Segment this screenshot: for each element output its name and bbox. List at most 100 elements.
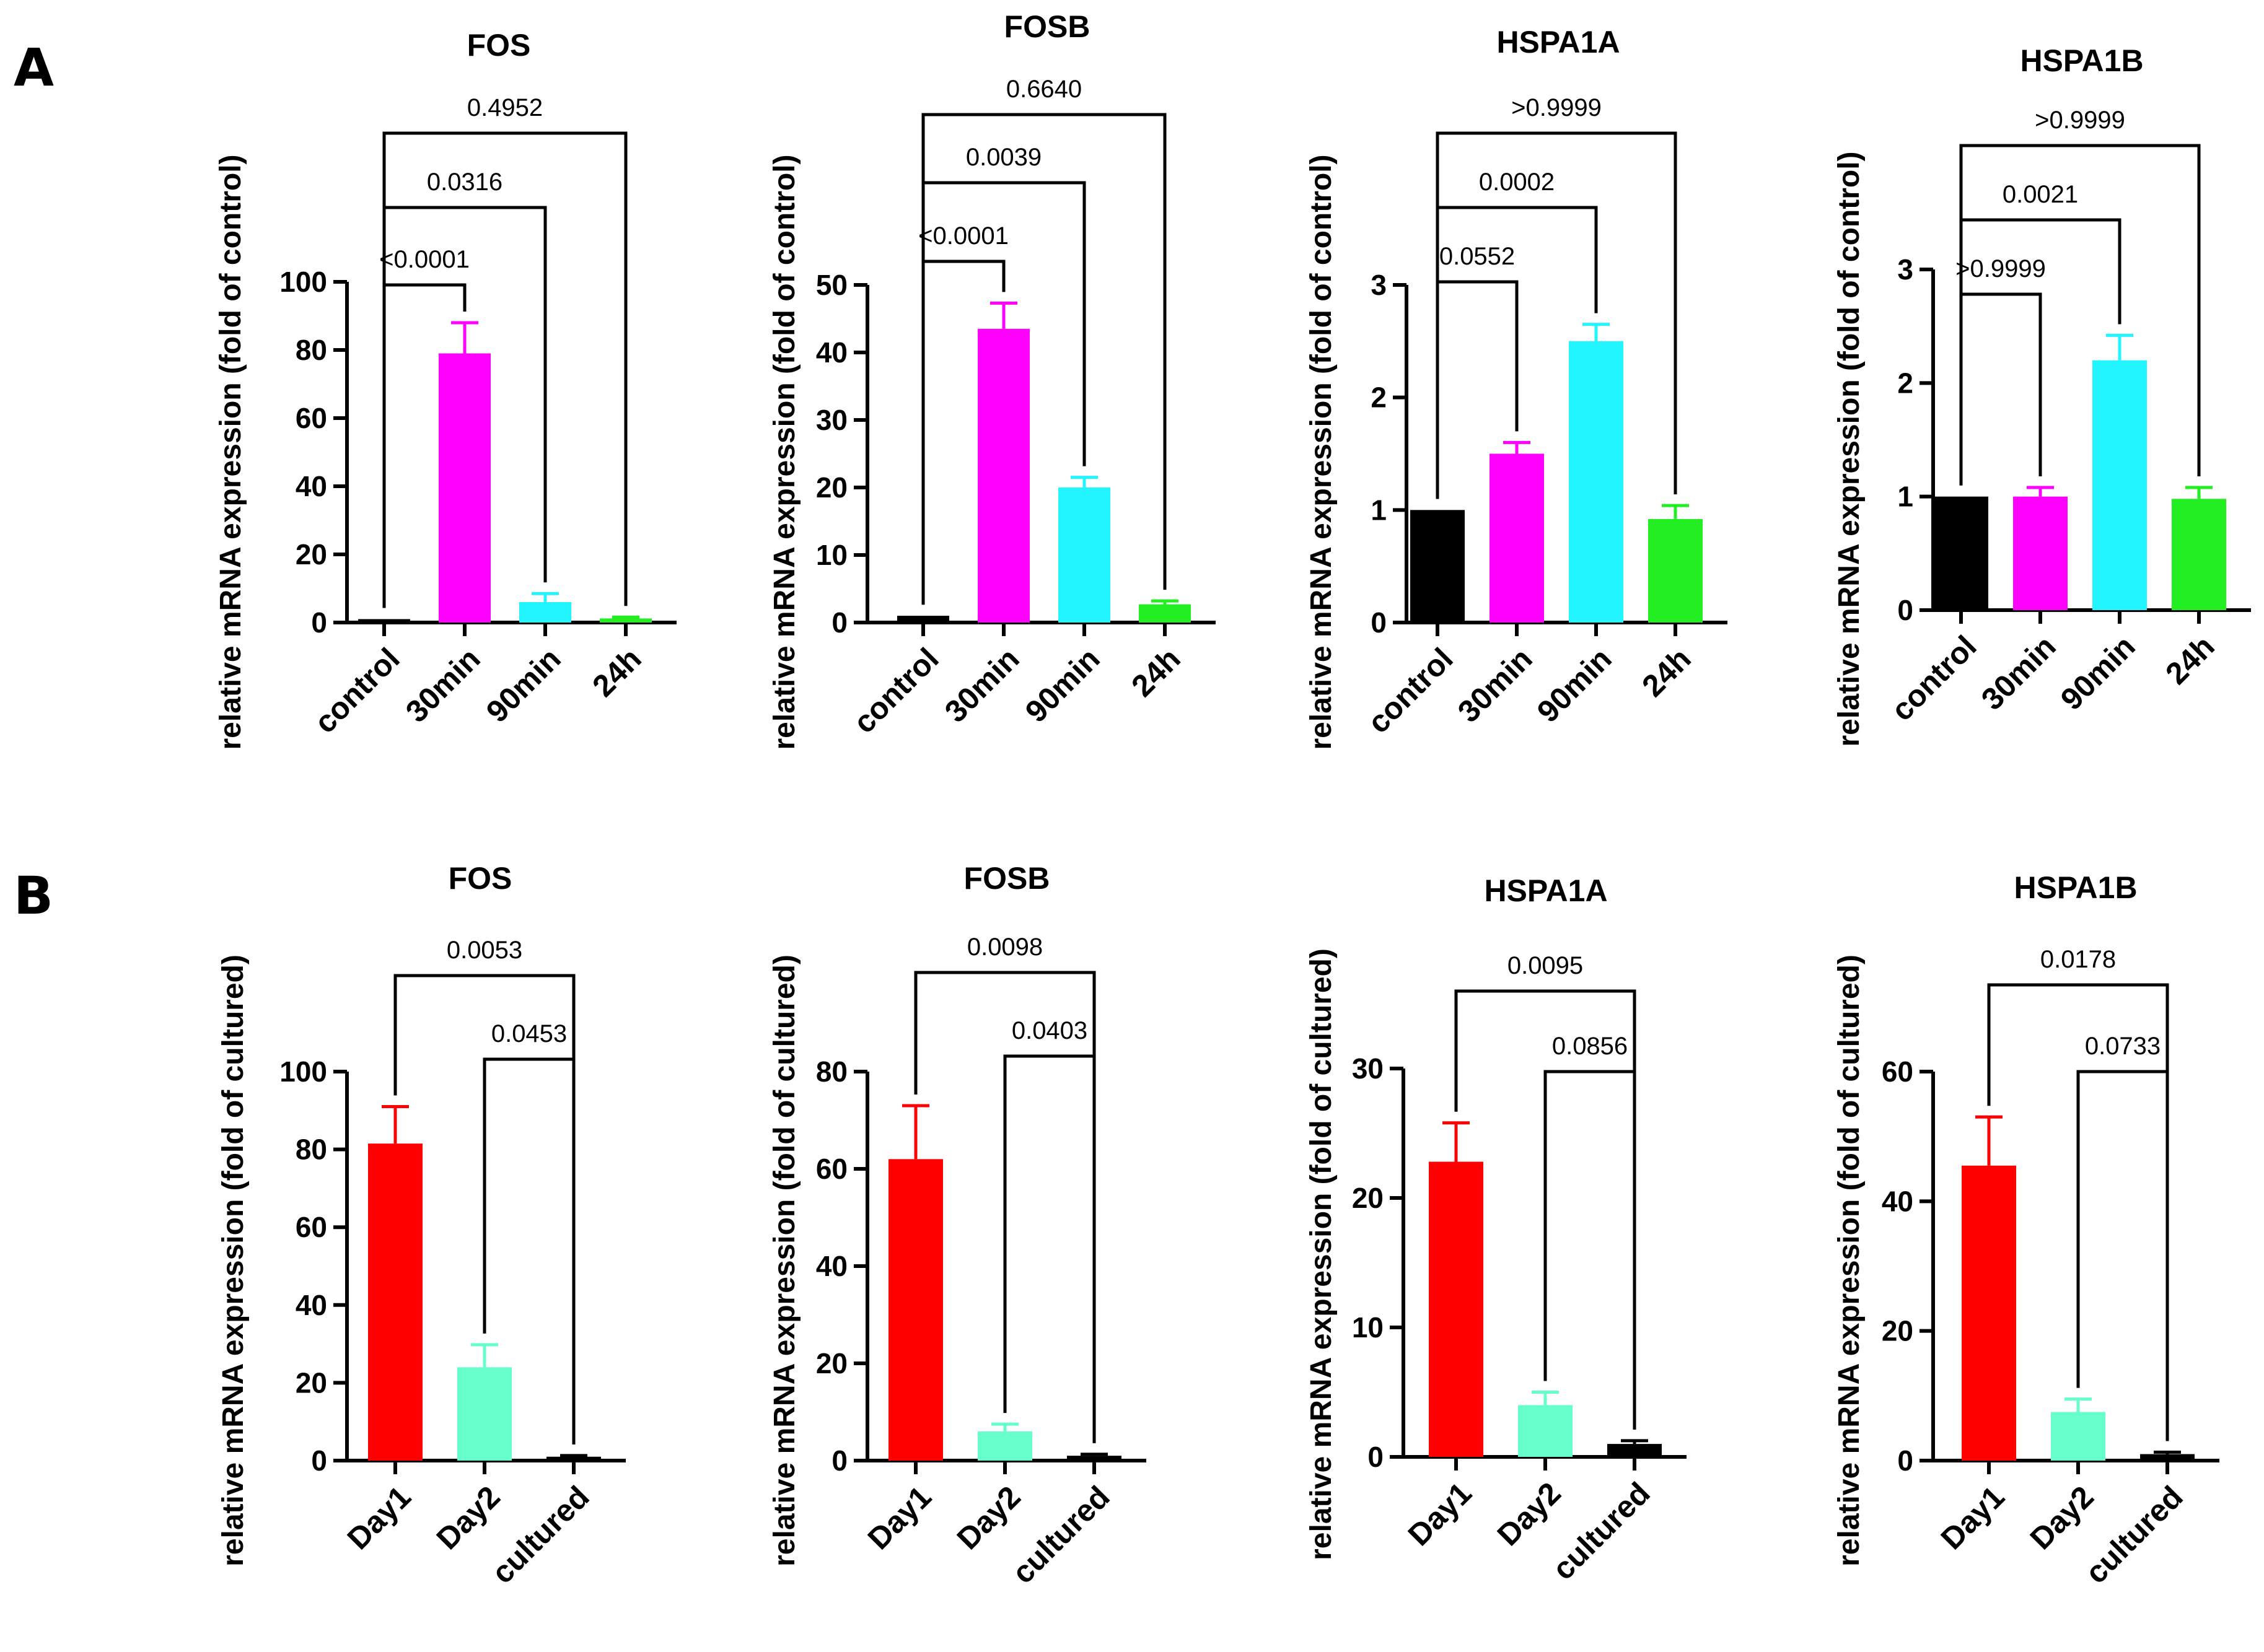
- y-tick-label: 10: [816, 539, 848, 571]
- x-tick-label: 24h: [586, 641, 648, 704]
- bar-Day1: [368, 1143, 423, 1461]
- bar-Day2: [457, 1367, 512, 1461]
- y-tick-label: 0: [1897, 1444, 1913, 1477]
- bar-90min: [519, 602, 571, 623]
- p-value-label: >0.9999: [1511, 94, 1602, 121]
- x-tick-label: 90min: [1530, 641, 1618, 729]
- chart-title: FOSB: [964, 861, 1050, 896]
- chart-title: HSPA1B: [2014, 870, 2137, 905]
- bar-24h: [2172, 499, 2226, 610]
- y-tick-label: 0: [1371, 606, 1387, 639]
- y-tick-label: 40: [296, 1289, 327, 1321]
- y-tick-label: 100: [279, 266, 327, 298]
- y-tick-label: 60: [296, 1211, 327, 1243]
- y-tick-label: 80: [296, 1134, 327, 1166]
- y-axis-label: relative mRNA expression (fold of contro…: [1305, 154, 1338, 750]
- panel-letter-a: A: [14, 37, 54, 98]
- y-tick-label: 10: [1352, 1311, 1384, 1344]
- y-tick-label: 30: [816, 404, 848, 436]
- y-tick-label: 20: [1882, 1315, 1913, 1347]
- p-value-label: 0.0552: [1439, 243, 1515, 270]
- x-tick-label: 24h: [1125, 641, 1187, 704]
- p-value-label: 0.0316: [427, 168, 502, 196]
- bar-cultured: [1067, 1456, 1121, 1461]
- chart-4: HSPA1B relative mRNA expression (fold of …: [1833, 43, 2251, 747]
- bar-control: [1934, 496, 1988, 610]
- bar-Day1: [888, 1159, 943, 1461]
- bar-90min: [1058, 487, 1110, 623]
- y-tick-label: 0: [311, 1444, 327, 1477]
- p-value-label: >0.9999: [1955, 255, 2046, 282]
- bar-24h: [1139, 604, 1191, 623]
- x-tick-label: Day2: [430, 1479, 507, 1556]
- p-value-label: 0.0733: [2085, 1033, 2161, 1060]
- bar-cultured: [2140, 1454, 2195, 1461]
- chart-8: HSPA1B relative mRNA expression (fold of …: [1833, 870, 2219, 1590]
- p-value-label: 0.0098: [967, 933, 1043, 961]
- y-tick-label: 20: [296, 1366, 327, 1399]
- x-tick-label: Day1: [1934, 1479, 2011, 1556]
- y-tick-label: 0: [1367, 1441, 1384, 1473]
- chart-2: FOSB relative mRNA expression (fold of co…: [768, 9, 1216, 750]
- y-tick-label: 20: [1352, 1182, 1384, 1214]
- significance-bracket: [483, 1057, 576, 1444]
- y-tick-label: 20: [816, 471, 848, 504]
- bar-Day2: [2051, 1412, 2105, 1461]
- y-tick-label: 80: [296, 334, 327, 366]
- y-tick-label: 0: [831, 1444, 848, 1477]
- bar-cultured: [546, 1456, 601, 1461]
- x-tick-label: 24h: [1635, 641, 1698, 704]
- chart-5: FOS relative mRNA expression (fold of cul…: [217, 861, 626, 1590]
- chart-title: HSPA1A: [1484, 873, 1607, 908]
- y-tick-label: 40: [816, 336, 848, 369]
- chart-6: FOSB relative mRNA expression (fold of cu…: [768, 861, 1146, 1590]
- bar-Day2: [1518, 1405, 1573, 1457]
- y-tick-label: 30: [1352, 1052, 1384, 1085]
- p-value-label: 0.0021: [2003, 181, 2078, 208]
- bar-90min: [1569, 341, 1623, 623]
- y-axis-label: relative mRNA expression (fold of cultur…: [1833, 955, 1866, 1567]
- p-value-label: 0.0403: [1012, 1017, 1087, 1044]
- bar-Day1: [1429, 1161, 1483, 1457]
- p-value-label: 0.0039: [966, 144, 1042, 171]
- y-tick-label: 60: [296, 402, 327, 434]
- bar-24h: [600, 618, 652, 623]
- y-axis-label: relative mRNA expression (fold of cultur…: [217, 955, 250, 1567]
- bar-control: [1410, 510, 1465, 623]
- charts: FOS relative mRNA expression (fold of con…: [214, 9, 2251, 1590]
- y-tick-label: 3: [1897, 253, 1913, 286]
- p-value-label: 0.0095: [1507, 952, 1583, 979]
- significance-bracket: [921, 113, 1167, 605]
- bar-Day2: [978, 1431, 1032, 1461]
- bar-cultured: [1607, 1444, 1662, 1457]
- significance-bracket: [2076, 1070, 2169, 1441]
- y-tick-label: 1: [1371, 494, 1387, 526]
- bar-30min: [978, 328, 1030, 623]
- y-axis-label: relative mRNA expression (fold of contro…: [1833, 151, 1866, 746]
- chart-title: HSPA1A: [1496, 25, 1620, 59]
- significance-bracket: [1003, 1054, 1096, 1443]
- y-tick-label: 3: [1371, 269, 1387, 301]
- significance-bracket: [1959, 144, 2201, 486]
- y-tick-label: 1: [1897, 481, 1913, 513]
- y-tick-label: 0: [831, 606, 848, 639]
- x-tick-label: 90min: [2054, 629, 2142, 717]
- p-value-label: 0.6640: [1006, 76, 1082, 103]
- y-axis-label: relative mRNA expression (fold of cultur…: [768, 955, 801, 1567]
- x-tick-label: 30min: [1975, 629, 2063, 717]
- p-value-label: 0.0053: [447, 937, 522, 964]
- y-tick-label: 40: [296, 470, 327, 502]
- chart-title: FOSB: [1004, 9, 1090, 44]
- p-value-label: 0.4952: [467, 94, 543, 121]
- significance-bracket: [1543, 1070, 1636, 1430]
- bar-30min: [1490, 453, 1544, 623]
- x-tick-label: Day2: [2024, 1479, 2100, 1556]
- chart-3: HSPA1A relative mRNA expression (fold of …: [1305, 25, 1727, 750]
- bar-30min: [439, 353, 491, 623]
- significance-bracket: [382, 131, 628, 608]
- bar-control: [358, 619, 410, 623]
- y-tick-label: 2: [1371, 382, 1387, 414]
- y-tick-label: 60: [1882, 1055, 1913, 1088]
- p-value-label: <0.0001: [379, 246, 470, 273]
- x-tick-label: 90min: [480, 641, 568, 729]
